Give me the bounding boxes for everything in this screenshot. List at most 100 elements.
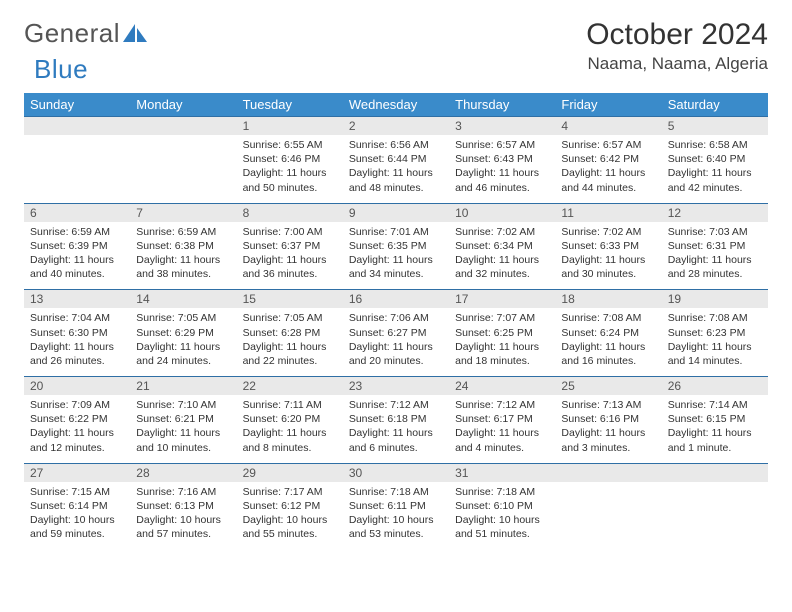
day-info: Sunrise: 7:05 AMSunset: 6:29 PMDaylight:… <box>130 308 236 376</box>
sunset-text: Sunset: 6:15 PM <box>668 412 762 426</box>
sunrise-text: Sunrise: 7:10 AM <box>136 398 230 412</box>
sunrise-text: Sunrise: 7:03 AM <box>668 225 762 239</box>
sunrise-text: Sunrise: 7:09 AM <box>30 398 124 412</box>
calendar-cell: 24Sunrise: 7:12 AMSunset: 6:17 PMDayligh… <box>449 377 555 464</box>
day-number: 29 <box>237 464 343 482</box>
calendar-cell: 3Sunrise: 6:57 AMSunset: 6:43 PMDaylight… <box>449 117 555 204</box>
day-number: 22 <box>237 377 343 395</box>
day-info: Sunrise: 7:09 AMSunset: 6:22 PMDaylight:… <box>24 395 130 463</box>
day-number <box>24 117 130 135</box>
day-number: 21 <box>130 377 236 395</box>
day-number: 12 <box>662 204 768 222</box>
sunset-text: Sunset: 6:16 PM <box>561 412 655 426</box>
daylight-text: Daylight: 11 hours and 26 minutes. <box>30 340 124 368</box>
daylight-text: Daylight: 11 hours and 16 minutes. <box>561 340 655 368</box>
day-info: Sunrise: 6:56 AMSunset: 6:44 PMDaylight:… <box>343 135 449 203</box>
daylight-text: Daylight: 11 hours and 18 minutes. <box>455 340 549 368</box>
calendar-cell: 22Sunrise: 7:11 AMSunset: 6:20 PMDayligh… <box>237 377 343 464</box>
daylight-text: Daylight: 10 hours and 57 minutes. <box>136 513 230 541</box>
weekday-header: Friday <box>555 93 661 117</box>
day-number <box>662 464 768 482</box>
sunset-text: Sunset: 6:13 PM <box>136 499 230 513</box>
sunrise-text: Sunrise: 7:15 AM <box>30 485 124 499</box>
calendar-cell: 15Sunrise: 7:05 AMSunset: 6:28 PMDayligh… <box>237 290 343 377</box>
calendar-cell: 30 Sunrise: 7:18 AMSunset: 6:11 PMDayligh… <box>343 463 449 549</box>
daylight-text: Daylight: 11 hours and 42 minutes. <box>668 166 762 194</box>
weekday-header: Tuesday <box>237 93 343 117</box>
day-info: Sunrise: 7:12 AMSunset: 6:18 PMDaylight:… <box>343 395 449 463</box>
day-info <box>662 482 768 534</box>
sunset-text: Sunset: 6:10 PM <box>455 499 549 513</box>
sunset-text: Sunset: 6:38 PM <box>136 239 230 253</box>
day-number <box>555 464 661 482</box>
calendar-row: 27Sunrise: 7:15 AMSunset: 6:14 PMDayligh… <box>24 463 768 549</box>
calendar-cell: 9Sunrise: 7:01 AMSunset: 6:35 PMDaylight… <box>343 203 449 290</box>
day-info <box>24 135 130 187</box>
day-number: 24 <box>449 377 555 395</box>
sunset-text: Sunset: 6:40 PM <box>668 152 762 166</box>
daylight-text: Daylight: 11 hours and 44 minutes. <box>561 166 655 194</box>
sunset-text: Sunset: 6:12 PM <box>243 499 337 513</box>
sunset-text: Sunset: 6:34 PM <box>455 239 549 253</box>
day-info: Sunrise: 7:08 AMSunset: 6:24 PMDaylight:… <box>555 308 661 376</box>
day-number: 17 <box>449 290 555 308</box>
sail-icon <box>123 24 149 44</box>
daylight-text: Daylight: 11 hours and 6 minutes. <box>349 426 443 454</box>
calendar-row: 20Sunrise: 7:09 AMSunset: 6:22 PMDayligh… <box>24 377 768 464</box>
sunset-text: Sunset: 6:33 PM <box>561 239 655 253</box>
calendar-cell: 31Sunrise: 7:18 AMSunset: 6:10 PMDayligh… <box>449 463 555 549</box>
calendar-cell: 26Sunrise: 7:14 AMSunset: 6:15 PMDayligh… <box>662 377 768 464</box>
calendar-cell: 14Sunrise: 7:05 AMSunset: 6:29 PMDayligh… <box>130 290 236 377</box>
calendar-cell: 7Sunrise: 6:59 AMSunset: 6:38 PMDaylight… <box>130 203 236 290</box>
day-number: 2 <box>343 117 449 135</box>
day-info: Sunrise: 7:02 AMSunset: 6:33 PMDaylight:… <box>555 222 661 290</box>
weekday-header: Saturday <box>662 93 768 117</box>
sunset-text: Sunset: 6:24 PM <box>561 326 655 340</box>
weekday-header: Thursday <box>449 93 555 117</box>
calendar-cell: 13Sunrise: 7:04 AMSunset: 6:30 PMDayligh… <box>24 290 130 377</box>
day-info: Sunrise: 6:57 AMSunset: 6:42 PMDaylight:… <box>555 135 661 203</box>
calendar-cell: 20Sunrise: 7:09 AMSunset: 6:22 PMDayligh… <box>24 377 130 464</box>
sunrise-text: Sunrise: 7:17 AM <box>243 485 337 499</box>
day-info: Sunrise: 6:58 AMSunset: 6:40 PMDaylight:… <box>662 135 768 203</box>
day-info: Sunrise: 6:59 AMSunset: 6:38 PMDaylight:… <box>130 222 236 290</box>
daylight-text: Daylight: 11 hours and 10 minutes. <box>136 426 230 454</box>
day-number: 30 <box>343 464 449 482</box>
brand-part1: General <box>24 18 120 49</box>
day-number: 20 <box>24 377 130 395</box>
day-number: 26 <box>662 377 768 395</box>
sunset-text: Sunset: 6:11 PM <box>349 499 443 513</box>
weekday-header: Wednesday <box>343 93 449 117</box>
day-number: 25 <box>555 377 661 395</box>
day-info: Sunrise: 7:14 AMSunset: 6:15 PMDaylight:… <box>662 395 768 463</box>
sunset-text: Sunset: 6:29 PM <box>136 326 230 340</box>
daylight-text: Daylight: 11 hours and 14 minutes. <box>668 340 762 368</box>
sunset-text: Sunset: 6:43 PM <box>455 152 549 166</box>
daylight-text: Daylight: 11 hours and 40 minutes. <box>30 253 124 281</box>
sunrise-text: Sunrise: 7:11 AM <box>243 398 337 412</box>
sunrise-text: Sunrise: 7:12 AM <box>455 398 549 412</box>
day-number: 14 <box>130 290 236 308</box>
calendar-cell: 29Sunrise: 7:17 AMSunset: 6:12 PMDayligh… <box>237 463 343 549</box>
sunset-text: Sunset: 6:42 PM <box>561 152 655 166</box>
day-number: 15 <box>237 290 343 308</box>
daylight-text: Daylight: 11 hours and 20 minutes. <box>349 340 443 368</box>
sunset-text: Sunset: 6:25 PM <box>455 326 549 340</box>
daylight-text: Daylight: 10 hours and 53 minutes. <box>349 513 443 541</box>
day-info: Sunrise: 7:03 AMSunset: 6:31 PMDaylight:… <box>662 222 768 290</box>
sunrise-text: Sunrise: 7:18 AM <box>349 485 443 499</box>
calendar-cell: 17Sunrise: 7:07 AMSunset: 6:25 PMDayligh… <box>449 290 555 377</box>
calendar-cell: 4Sunrise: 6:57 AMSunset: 6:42 PMDaylight… <box>555 117 661 204</box>
sunrise-text: Sunrise: 7:13 AM <box>561 398 655 412</box>
day-info: Sunrise: 6:59 AMSunset: 6:39 PMDaylight:… <box>24 222 130 290</box>
daylight-text: Daylight: 11 hours and 32 minutes. <box>455 253 549 281</box>
day-info: Sunrise: 7:18 AMSunset: 6:10 PMDaylight:… <box>449 482 555 550</box>
daylight-text: Daylight: 11 hours and 28 minutes. <box>668 253 762 281</box>
calendar-cell: 8Sunrise: 7:00 AMSunset: 6:37 PMDaylight… <box>237 203 343 290</box>
calendar-cell: 2Sunrise: 6:56 AMSunset: 6:44 PMDaylight… <box>343 117 449 204</box>
day-info: Sunrise: 7:05 AMSunset: 6:28 PMDaylight:… <box>237 308 343 376</box>
calendar-cell: 25Sunrise: 7:13 AMSunset: 6:16 PMDayligh… <box>555 377 661 464</box>
day-number: 13 <box>24 290 130 308</box>
day-number: 6 <box>24 204 130 222</box>
daylight-text: Daylight: 11 hours and 30 minutes. <box>561 253 655 281</box>
